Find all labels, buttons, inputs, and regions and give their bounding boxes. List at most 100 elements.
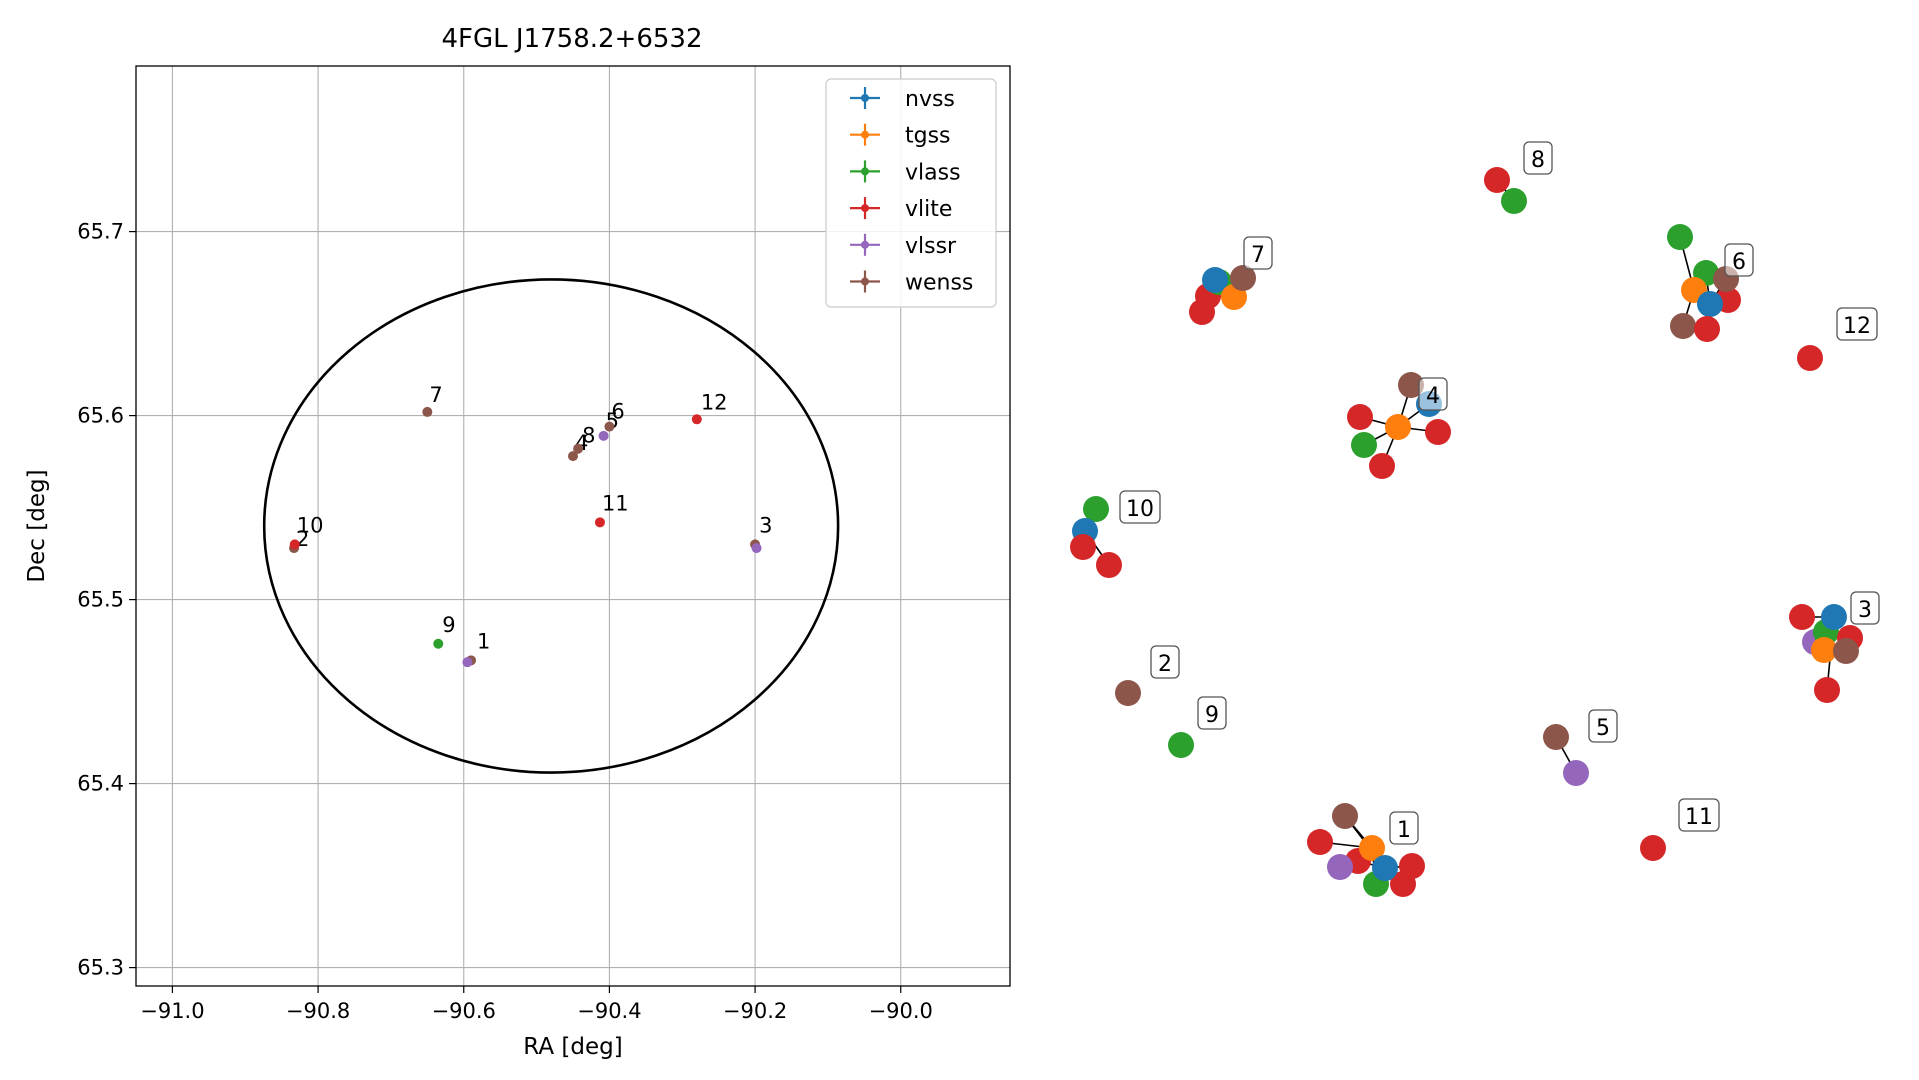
legend-marker-dot xyxy=(861,94,869,102)
source-point-8-wenss xyxy=(573,443,584,454)
network-label-8: 8 xyxy=(1531,148,1545,173)
source-label-7: 7 xyxy=(429,383,442,407)
source-point-5-vlssr xyxy=(598,430,609,441)
legend-label-vlite: vlite xyxy=(905,197,952,222)
source-point-1-vlssr xyxy=(462,657,473,668)
network-label-1: 1 xyxy=(1397,818,1411,843)
network-node-wenss xyxy=(1398,372,1424,398)
network-node-vlass xyxy=(1168,732,1194,758)
source-label-9: 9 xyxy=(442,613,455,637)
x-tick-label: −91.0 xyxy=(140,999,204,1023)
network-label-box xyxy=(1150,645,1180,679)
network-node-wenss xyxy=(1230,265,1256,291)
network-node-tgss xyxy=(1811,637,1837,663)
source-point-7-wenss xyxy=(422,406,433,417)
network-label-3: 3 xyxy=(1858,598,1872,623)
y-tick-label: 65.7 xyxy=(77,220,124,244)
y-tick-label: 65.3 xyxy=(77,956,124,980)
source-point-12-vlite xyxy=(691,414,702,425)
network-node-vlite xyxy=(1096,552,1122,578)
network-node-vlite xyxy=(1694,316,1720,342)
network-node-nvss xyxy=(1202,267,1228,293)
network-label-box xyxy=(1243,236,1273,270)
axes-frame xyxy=(135,65,1011,987)
source-label-12: 12 xyxy=(701,390,728,414)
network-label-7: 7 xyxy=(1251,243,1265,268)
network-node-vlite xyxy=(1369,453,1395,479)
network-node-nvss xyxy=(1697,291,1723,317)
source-label-10: 10 xyxy=(297,513,324,537)
network-label-5: 5 xyxy=(1596,716,1610,741)
network-node-vlite xyxy=(1070,534,1096,560)
network-node-vlite xyxy=(1484,167,1510,193)
network-label-box xyxy=(1418,377,1448,411)
legend-label-nvss: nvss xyxy=(905,87,955,112)
network-label-11: 11 xyxy=(1685,805,1713,830)
source-label-8: 8 xyxy=(582,424,595,448)
network-node-vlite xyxy=(1640,835,1666,861)
source-label-3: 3 xyxy=(759,513,772,537)
source-point-4-wenss xyxy=(568,451,578,462)
localization-ellipse-layer xyxy=(262,278,840,774)
source-point-11-vlite xyxy=(594,517,605,528)
network-node-wenss xyxy=(1833,638,1859,664)
network-node-wenss xyxy=(1332,803,1358,829)
network-label-box xyxy=(1197,696,1227,730)
legend-label-vlass: vlass xyxy=(905,160,961,185)
network-label-box xyxy=(1678,798,1720,832)
legend-items: nvss tgss vlass vlite vlssr wenss xyxy=(850,87,973,296)
source-label-11: 11 xyxy=(602,491,629,515)
source-label-1: 1 xyxy=(477,629,490,653)
legend-label-wenss: wenss xyxy=(905,271,973,296)
chart-title: 4FGL J1758.2+6532 xyxy=(442,24,703,54)
network-node-vlass xyxy=(1667,224,1693,250)
network-node-tgss xyxy=(1385,414,1411,440)
network-node-vlass xyxy=(1501,188,1527,214)
source-label-6: 6 xyxy=(611,400,624,424)
network-label-2: 2 xyxy=(1158,652,1172,677)
network-node-vlite xyxy=(1797,345,1823,371)
legend-label-tgss: tgss xyxy=(905,124,951,149)
x-tick-label: −90.2 xyxy=(723,999,787,1023)
legend-marker-dot xyxy=(861,240,869,249)
network-node-nvss xyxy=(1821,604,1847,630)
x-axis-ticks: −91.0 −90.8 −90.6 −90.4 −90.2 −90.0 xyxy=(140,986,933,1023)
x-tick-label: −90.6 xyxy=(432,999,496,1023)
network-label-box xyxy=(1523,141,1553,175)
y-tick-label: 65.5 xyxy=(77,588,124,612)
network-label-box xyxy=(1850,591,1880,625)
legend: nvss tgss vlass vlite vlssr wenss xyxy=(825,78,997,308)
y-axis-label: Dec [deg] xyxy=(24,469,50,582)
legend-marker-dot xyxy=(861,130,869,139)
network-node-vlite xyxy=(1399,853,1425,879)
network-node-vlass xyxy=(1351,432,1377,458)
x-tick-label: −90.4 xyxy=(577,999,641,1023)
legend-label-vlssr: vlssr xyxy=(905,234,957,259)
source-point-6-wenss xyxy=(604,421,615,432)
network-node-nvss xyxy=(1372,855,1398,881)
x-tick-label: −90.0 xyxy=(869,999,933,1023)
x-tick-label: −90.8 xyxy=(286,999,350,1023)
network-label-box xyxy=(1588,709,1618,743)
network-nodes xyxy=(1070,167,1863,897)
network-node-vlite xyxy=(1347,404,1373,430)
legend-marker-dot xyxy=(861,167,869,176)
y-tick-label: 65.6 xyxy=(77,404,124,428)
network-label-box xyxy=(1389,811,1419,845)
network-node-tgss xyxy=(1359,835,1385,861)
network-label-box xyxy=(1119,490,1161,524)
y-tick-label: 65.4 xyxy=(77,772,124,796)
legend-marker-dot xyxy=(861,277,869,286)
network-label-4: 4 xyxy=(1426,384,1440,409)
source-point-3-vlssr xyxy=(751,543,762,554)
network-label-12: 12 xyxy=(1843,314,1871,339)
localization-ellipse xyxy=(262,278,840,774)
network-label-10: 10 xyxy=(1126,497,1154,522)
network-node-vlssr xyxy=(1563,760,1589,786)
network-node-vlite xyxy=(1789,604,1815,630)
network-label-9: 9 xyxy=(1205,703,1219,728)
